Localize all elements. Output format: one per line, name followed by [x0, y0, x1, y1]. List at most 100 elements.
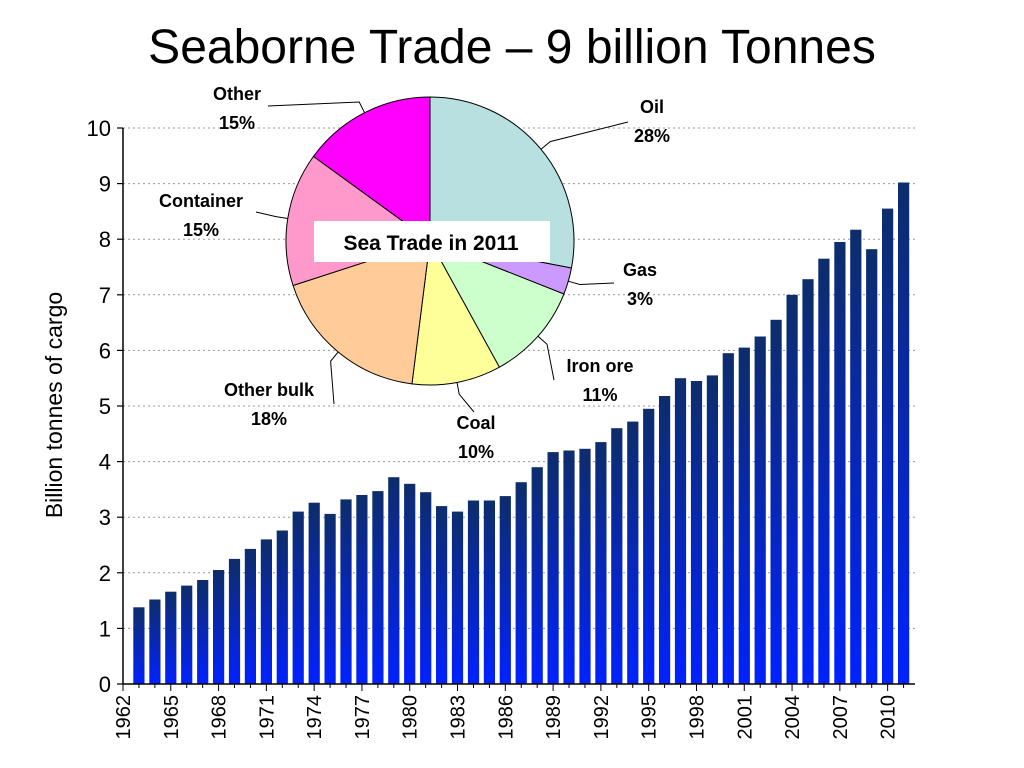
bar-1967 — [197, 580, 209, 684]
x-tick-label: 1992 — [591, 695, 613, 740]
bar-1995 — [643, 408, 655, 684]
pie-title-box — [314, 221, 550, 262]
x-tick-label: 2007 — [830, 695, 852, 740]
bar-1980 — [404, 483, 416, 684]
pie-slice-other-bulk — [292, 240, 431, 385]
y-tick-label: 2 — [99, 561, 111, 586]
bar-1990 — [563, 450, 575, 684]
bar-2010 — [882, 208, 894, 684]
x-tick-label: 1995 — [639, 695, 661, 740]
pie-label-percent: 28% — [634, 126, 670, 146]
bar-1997 — [674, 378, 687, 684]
bar-1968 — [213, 570, 225, 684]
pie-label-name: Other — [213, 84, 261, 104]
bar-2006 — [818, 258, 830, 684]
x-tick-labels: 1962 1965 1968 1971 1974 1977 1980 1983 1986 1989… — [113, 695, 900, 740]
bar-1986 — [499, 496, 511, 684]
bar-1975 — [324, 513, 336, 684]
bar-1970 — [244, 548, 256, 684]
bar-1969 — [228, 558, 241, 684]
bar-1981 — [420, 492, 432, 684]
x-tick-label: 1998 — [687, 695, 709, 740]
bar-1965 — [165, 591, 177, 684]
y-tick-label: 5 — [99, 394, 111, 419]
bar-1993 — [611, 428, 623, 684]
pie-label-name: Other bulk — [224, 380, 315, 400]
x-tick-label: 2010 — [878, 695, 900, 740]
y-tick-label: 3 — [99, 505, 111, 530]
x-tick-label: 1971 — [256, 695, 278, 740]
pie-leader-line — [540, 121, 629, 150]
pie-leader-line — [255, 211, 288, 219]
y-tick-label: 1 — [99, 616, 111, 641]
y-tick-label: 7 — [99, 283, 111, 308]
x-tick-label: 1974 — [304, 695, 326, 740]
pie-label-name: Iron ore — [566, 356, 633, 376]
bar-1977 — [356, 495, 368, 684]
pie-leader-line — [568, 280, 615, 286]
bar-1964 — [149, 599, 161, 684]
bar-1998 — [690, 381, 703, 684]
bar-1994 — [627, 421, 639, 684]
x-tick-label: 1989 — [543, 695, 565, 740]
y-axis-label: Billion tonnes of cargo — [41, 292, 67, 518]
x-tick-label: 1977 — [352, 695, 374, 740]
pie-leader-lines — [255, 101, 629, 413]
y-tick-label: 6 — [99, 338, 111, 363]
bar-1984 — [467, 500, 480, 684]
bar-1966 — [181, 585, 193, 684]
x-tick-label: 1968 — [209, 695, 231, 740]
pie-label-name: Oil — [640, 97, 664, 117]
bar-1979 — [388, 477, 400, 684]
bar-1996 — [659, 396, 671, 684]
bar-1973 — [292, 511, 304, 684]
y-tick-labels: 0 1 2 3 4 5 6 7 8 9 10 — [87, 116, 111, 697]
pie-title: Sea Trade in 2011 — [343, 232, 518, 255]
bar-1971 — [260, 539, 272, 684]
bar-2002 — [754, 336, 766, 684]
bar-1987 — [515, 482, 527, 684]
x-tick-label: 1980 — [400, 695, 422, 740]
bar-2008 — [850, 229, 862, 684]
bar-2004 — [786, 294, 798, 684]
y-tick-label: 9 — [99, 172, 111, 197]
bar-1999 — [706, 375, 718, 684]
pie-leader-line — [267, 101, 366, 113]
pie-leader-line — [537, 335, 555, 381]
axes — [117, 127, 915, 691]
pie-label-name: Coal — [456, 413, 495, 433]
x-tick-label: 1962 — [113, 695, 135, 740]
y-tick-label: 8 — [99, 227, 111, 252]
pie-label-percent: 15% — [219, 113, 255, 133]
pie-label-percent: 18% — [251, 409, 287, 429]
x-tick-label: 1986 — [495, 695, 517, 740]
pie-label-percent: 10% — [458, 442, 494, 462]
pie-label-name: Gas — [623, 260, 657, 280]
pie-label-name: Container — [159, 191, 243, 211]
bar-1978 — [372, 491, 384, 684]
bar-2001 — [738, 347, 750, 684]
pie-labels: Oil 28% Gas 3% Iron ore 11% Coal 10% Other bulk 1… — [159, 84, 670, 462]
bar-2009 — [866, 249, 878, 684]
y-tick-label: 4 — [99, 450, 111, 475]
pie-slice-other — [312, 96, 431, 242]
y-tick-label: 10 — [87, 116, 111, 141]
bar-1963 — [133, 607, 145, 684]
pie-label-percent: 11% — [582, 385, 617, 405]
bar-2005 — [802, 279, 814, 684]
bar-1974 — [308, 502, 320, 684]
bar-series — [133, 182, 910, 684]
bar-2007 — [834, 242, 846, 684]
bar-1982 — [436, 506, 448, 684]
bar-1972 — [276, 530, 288, 684]
bar-2011 — [898, 182, 910, 684]
y-tick-label: 0 — [99, 672, 111, 697]
bar-1989 — [547, 452, 559, 684]
page-title: Seaborne Trade – 9 billion Tonnes — [148, 21, 876, 74]
bar-1991 — [579, 448, 591, 684]
bar-1983 — [451, 511, 464, 684]
bar-2000 — [722, 353, 734, 684]
bar-2003 — [770, 319, 782, 684]
pie-label-percent: 3% — [627, 289, 653, 309]
